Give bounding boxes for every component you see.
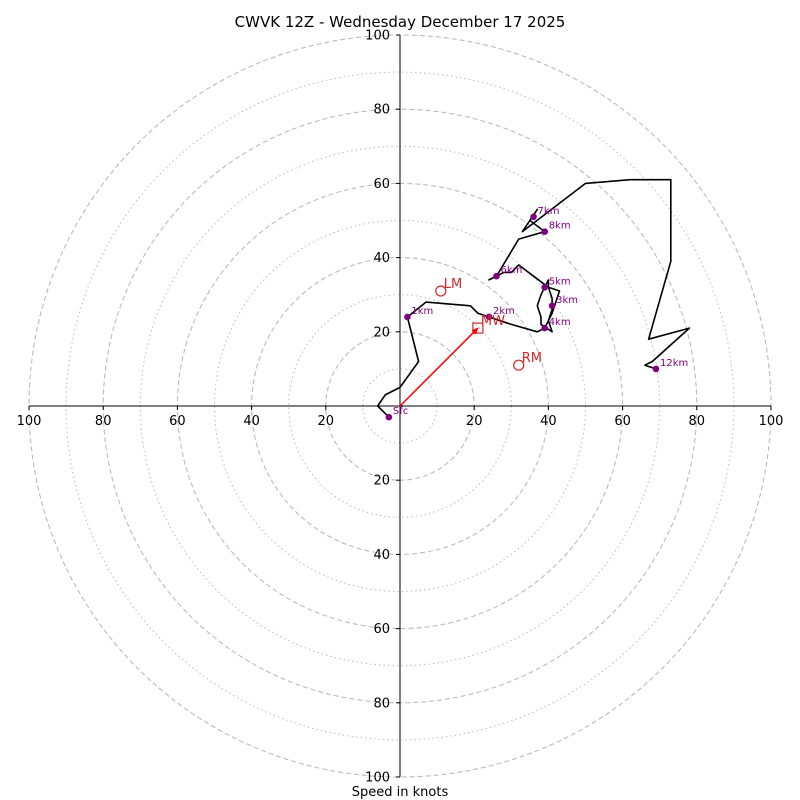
x-axis-label: Speed in knots: [352, 785, 449, 800]
height-marker-dot: [652, 365, 660, 373]
x-tick-label: 100: [759, 414, 784, 429]
height-marker-dot: [404, 313, 411, 321]
x-tick-label: 60: [614, 414, 631, 429]
motion-marker-label: LM: [444, 277, 462, 292]
x-tick-label: 40: [540, 414, 557, 429]
height-marker-label: 8km: [549, 221, 571, 232]
height-markers: Sfc 1km 2km 3km 4km 5km 6km 7km 8km 12km: [385, 206, 688, 421]
height-marker-label: 2km: [493, 306, 515, 317]
motion-marker-label: MW: [481, 314, 505, 329]
x-tick-label: 80: [95, 414, 112, 429]
y-tick-label: 60: [373, 177, 390, 192]
height-marker-label: 1km: [411, 306, 433, 317]
hodograph: [376, 178, 691, 418]
height-marker-dot: [541, 283, 548, 291]
height-marker-label: 4km: [549, 317, 571, 328]
height-marker-dot: [530, 213, 537, 221]
height-marker-label: 7km: [538, 206, 560, 217]
chart-title: CWVK 12Z - Wednesday December 17 2025: [235, 13, 566, 31]
y-tick-label: 80: [373, 696, 390, 711]
x-tick-label: 20: [318, 414, 335, 429]
y-tick-label: 40: [373, 251, 390, 266]
height-marker-dot: [493, 272, 500, 280]
y-tick-label: 100: [365, 771, 390, 786]
height-marker-dot: [548, 302, 556, 310]
storm-motion-markers: LM MW RM: [435, 277, 542, 371]
height-marker-label: 3km: [556, 295, 578, 306]
height-marker-dot: [541, 324, 548, 332]
storm-motion-arrow: [399, 327, 479, 407]
height-marker-dot: [485, 313, 493, 321]
height-marker-dot: [385, 413, 393, 421]
x-ticks: 100 80 60 40 20 20 40 60 80 100: [17, 406, 784, 429]
x-tick-label: 40: [243, 414, 260, 429]
x-tick-label: 80: [689, 414, 706, 429]
height-marker-dot: [541, 228, 548, 235]
y-tick-label: 40: [373, 548, 390, 563]
x-tick-label: 100: [17, 414, 42, 429]
y-tick-label: 100: [365, 29, 390, 44]
motion-marker-circle: [435, 285, 447, 297]
height-marker-label: 6km: [500, 265, 522, 276]
hodograph-line: [376, 178, 691, 418]
storm-motion-vector: [399, 327, 479, 407]
height-marker-label: 12km: [660, 358, 688, 369]
motion-marker-circle: [513, 359, 525, 371]
height-marker-label: 5km: [549, 276, 571, 287]
y-ticks: 100 80 60 40 20 20 40 60 80 100: [365, 29, 400, 786]
y-tick-label: 20: [373, 474, 390, 489]
y-tick-label: 80: [373, 103, 390, 118]
y-tick-label: 20: [373, 325, 390, 340]
x-tick-label: 20: [466, 414, 483, 429]
height-marker-label: Sfc: [393, 406, 408, 417]
y-tick-label: 60: [373, 622, 390, 637]
x-tick-label: 60: [169, 414, 186, 429]
motion-marker-label: RM: [522, 351, 542, 366]
